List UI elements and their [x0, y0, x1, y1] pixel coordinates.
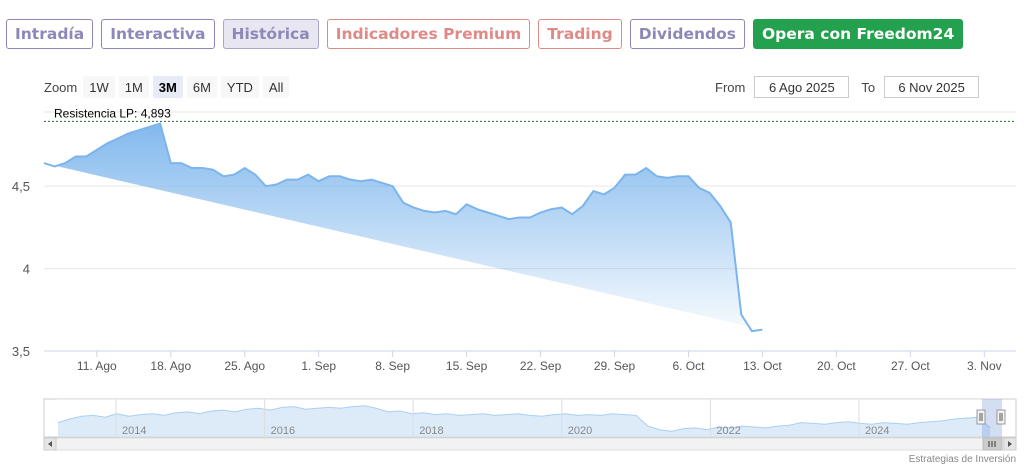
- scroll-left-icon: [48, 441, 52, 447]
- navigator-handle[interactable]: [976, 409, 986, 425]
- x-tick-label: 29. Sep: [594, 359, 636, 373]
- from-label: From: [715, 79, 746, 95]
- navigator-year-label: 2022: [716, 425, 740, 437]
- resistance-label: Resistencia LP: 4,893: [54, 106, 171, 120]
- x-tick-label: 18. Ago: [150, 359, 191, 373]
- tab-hist-rica[interactable]: Histórica: [222, 19, 319, 49]
- navigator-year-label: 2014: [122, 425, 146, 437]
- scrollbar-thumb[interactable]: [982, 437, 1003, 451]
- chart-tabs: Intradía Interactiva Histórica Indicadores …: [6, 19, 964, 49]
- zoom-button-6m[interactable]: 6M: [186, 76, 217, 98]
- navigator-year-label: 2020: [568, 425, 592, 437]
- x-tick-label: 27. Oct: [891, 359, 930, 373]
- scroll-right-icon: [1008, 441, 1012, 447]
- navigator-line: [57, 405, 991, 432]
- navigator-year-label: 2016: [271, 425, 295, 437]
- chart-credit: Estrategias de Inversión: [909, 454, 1016, 465]
- tab-trading[interactable]: Trading: [538, 19, 622, 49]
- zoom-label: Zoom: [44, 79, 78, 95]
- price-line: [43, 122, 763, 333]
- navigator-handle[interactable]: [996, 409, 1006, 425]
- x-tick-label: 15. Sep: [446, 359, 488, 373]
- x-tick-label: 6. Oct: [672, 359, 705, 373]
- tab-interactiva[interactable]: Interactiva: [101, 19, 215, 49]
- x-tick-label: 22. Sep: [520, 359, 562, 373]
- navigator-area: [58, 405, 990, 437]
- y-tick-label: 3,5: [12, 344, 30, 359]
- to-date-input[interactable]: 6 Nov 2025: [884, 76, 980, 98]
- x-tick-label: 1. Sep: [301, 359, 336, 373]
- y-tick-label: 4: [23, 262, 30, 277]
- scrollbar-left-button[interactable]: [43, 437, 57, 451]
- tab-intrad-a[interactable]: Intradía: [6, 19, 94, 49]
- tab-opera-con-freedom24[interactable]: Opera con Freedom24: [752, 19, 964, 49]
- date-range: From 6 Ago 2025 To 6 Nov 2025: [715, 76, 980, 98]
- zoom-button-3m[interactable]: 3M: [152, 76, 183, 98]
- x-tick-label: 8. Sep: [375, 359, 410, 373]
- to-label: To: [861, 79, 876, 95]
- x-tick-label: 20. Oct: [817, 359, 856, 373]
- navigator-frame: [43, 398, 1017, 438]
- navigator-year-label: 2018: [419, 425, 443, 437]
- zoom-button-1m[interactable]: 1M: [118, 76, 149, 98]
- tab-dividendos[interactable]: Dividendos: [629, 19, 745, 49]
- zoom-selector: Zoom 1W 1M 3M 6M YTD All: [44, 76, 290, 98]
- navigator-selection: [982, 399, 1002, 437]
- x-tick-label: 25. Ago: [224, 359, 265, 373]
- zoom-button-1w[interactable]: 1W: [83, 76, 115, 98]
- x-tick-label: 11. Ago: [77, 359, 117, 373]
- navigator-year-label: 2024: [865, 425, 889, 437]
- from-date-input[interactable]: 6 Ago 2025: [754, 76, 850, 98]
- x-tick-label: 3. Nov: [967, 359, 1002, 373]
- scrollbar-right-button[interactable]: [1003, 437, 1017, 451]
- tab-indicadores-premium[interactable]: Indicadores Premium: [326, 19, 531, 49]
- navigator-mask: [58, 399, 982, 437]
- x-tick-label: 13. Oct: [743, 359, 782, 373]
- price-area: [44, 123, 763, 332]
- zoom-button-ytd[interactable]: YTD: [220, 76, 259, 98]
- scrollbar-track[interactable]: [43, 437, 1017, 451]
- zoom-button-all[interactable]: All: [262, 76, 290, 98]
- y-tick-label: 4,5: [12, 179, 30, 194]
